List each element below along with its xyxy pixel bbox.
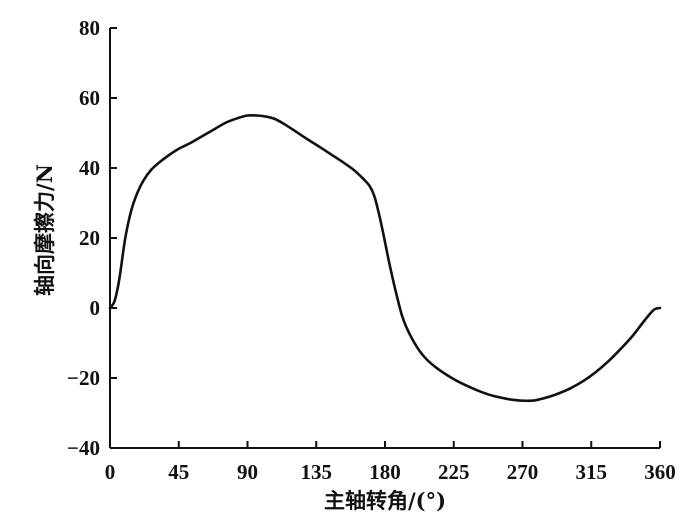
x-tick-label: 180 — [369, 460, 401, 484]
x-tick-label: 315 — [576, 460, 608, 484]
y-tick-label: −40 — [67, 436, 100, 460]
x-tick-label: 135 — [301, 460, 333, 484]
y-axis-title: 轴向摩擦力/N — [32, 164, 57, 296]
y-tick-label: 60 — [79, 86, 100, 110]
x-tick-label: 270 — [507, 460, 539, 484]
y-tick-label: 0 — [90, 296, 101, 320]
x-tick-label: 0 — [105, 460, 116, 484]
y-ticks: −40 −20 0 20 40 60 80 — [67, 16, 117, 460]
x-tick-label: 45 — [168, 460, 189, 484]
y-tick-label: 40 — [79, 156, 100, 180]
x-axis-title: 主轴转角/(°) — [324, 488, 446, 513]
x-tick-label: 225 — [438, 460, 470, 484]
y-tick-label: 80 — [79, 16, 100, 40]
x-ticks: 0 45 90 135 180 225 270 315 360 — [105, 441, 676, 484]
series-layer — [108, 113, 662, 403]
y-tick-label: 20 — [79, 226, 100, 250]
series-line-0 — [108, 113, 662, 403]
y-tick-label: −20 — [67, 366, 100, 390]
x-tick-label: 90 — [237, 460, 258, 484]
x-tick-label: 360 — [644, 460, 676, 484]
